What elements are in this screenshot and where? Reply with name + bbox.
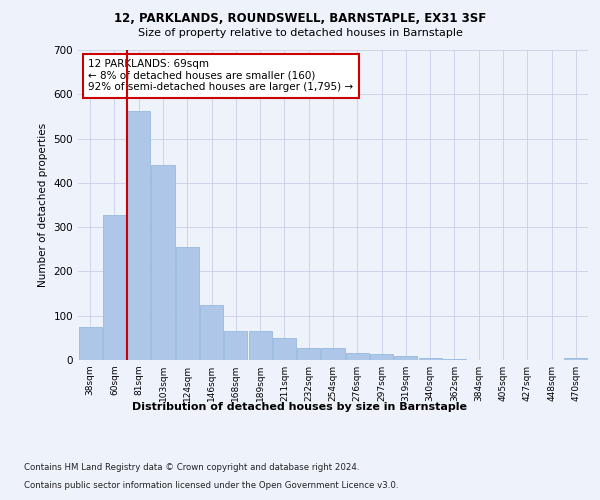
- Bar: [200, 304, 223, 360]
- Bar: [127, 110, 150, 360]
- Bar: [103, 214, 126, 360]
- Bar: [151, 165, 175, 360]
- Bar: [322, 348, 344, 360]
- Bar: [443, 358, 466, 360]
- Text: 12 PARKLANDS: 69sqm
← 8% of detached houses are smaller (160)
92% of semi-detach: 12 PARKLANDS: 69sqm ← 8% of detached hou…: [88, 60, 353, 92]
- Bar: [394, 356, 418, 360]
- Bar: [176, 247, 199, 360]
- Text: 12, PARKLANDS, ROUNDSWELL, BARNSTAPLE, EX31 3SF: 12, PARKLANDS, ROUNDSWELL, BARNSTAPLE, E…: [114, 12, 486, 26]
- Bar: [79, 327, 101, 360]
- Bar: [297, 348, 320, 360]
- Bar: [419, 358, 442, 360]
- Bar: [224, 331, 247, 360]
- Y-axis label: Number of detached properties: Number of detached properties: [38, 123, 48, 287]
- Bar: [273, 338, 296, 360]
- Bar: [248, 331, 272, 360]
- Bar: [565, 358, 587, 360]
- Text: Size of property relative to detached houses in Barnstaple: Size of property relative to detached ho…: [137, 28, 463, 38]
- Bar: [346, 354, 369, 360]
- Text: Contains HM Land Registry data © Crown copyright and database right 2024.: Contains HM Land Registry data © Crown c…: [24, 462, 359, 471]
- Text: Contains public sector information licensed under the Open Government Licence v3: Contains public sector information licen…: [24, 481, 398, 490]
- Bar: [370, 354, 393, 360]
- Text: Distribution of detached houses by size in Barnstaple: Distribution of detached houses by size …: [133, 402, 467, 412]
